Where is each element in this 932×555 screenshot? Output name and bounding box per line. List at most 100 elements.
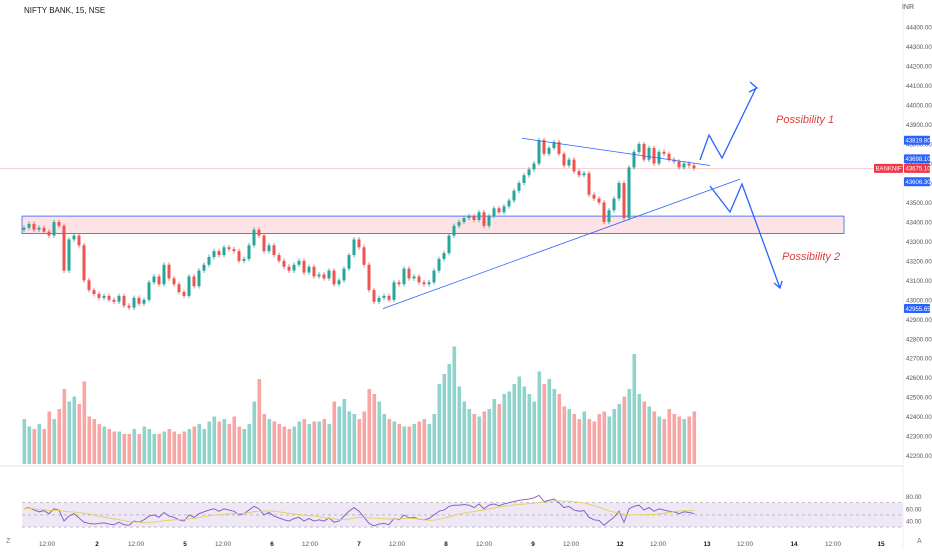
candle: [377, 297, 381, 302]
symbol-tag: BANKNIFTY: [876, 167, 910, 173]
volume-bar: [232, 416, 237, 464]
volume-bar: [117, 431, 122, 464]
volume-bar: [622, 396, 627, 464]
volume-bar: [212, 416, 217, 464]
price-tick-label: 42900.00: [906, 317, 932, 324]
ascending-trendline: [382, 178, 741, 309]
candle: [217, 251, 221, 256]
candle: [32, 223, 36, 230]
volume-bar: [297, 421, 302, 464]
volume-bar: [452, 346, 457, 464]
possibility-2-path: [709, 182, 781, 289]
volume-bar: [542, 384, 547, 464]
price-tick-label: 43900.00: [906, 122, 932, 129]
candle: [162, 264, 166, 285]
volume-bar: [57, 409, 62, 464]
volume-bar: [642, 401, 647, 464]
auto-scale-button[interactable]: A: [917, 538, 922, 545]
candle: [462, 218, 466, 222]
volume-bar: [467, 409, 472, 464]
candle: [37, 227, 41, 230]
candle: [52, 221, 56, 236]
volume-bar: [567, 409, 572, 464]
candle: [227, 247, 231, 250]
candle: [357, 239, 361, 248]
candle: [482, 212, 486, 226]
volume-bar: [367, 389, 372, 464]
volume-bar: [347, 411, 352, 464]
volume-bar: [412, 424, 417, 464]
price-tick-label: 43200.00: [906, 258, 932, 265]
price-tag-bg: [904, 163, 930, 173]
candle: [27, 223, 31, 228]
candle: [632, 151, 636, 168]
volume-bar: [462, 401, 467, 464]
timezone-marker[interactable]: Z: [6, 538, 11, 545]
volume-bar: [492, 399, 497, 464]
volume-bar: [587, 419, 592, 464]
volume-bar: [582, 411, 587, 464]
volume-bar: [262, 414, 267, 464]
candle: [342, 268, 346, 281]
volume-bar: [107, 429, 112, 464]
volume-bar: [422, 419, 427, 464]
candle: [567, 159, 571, 166]
candle: [277, 255, 281, 261]
volume-bar: [607, 416, 612, 464]
price-tick-label: 43500.00: [906, 200, 932, 207]
candle: [397, 282, 401, 285]
candle: [182, 292, 186, 296]
candle: [362, 247, 366, 265]
candle: [387, 295, 391, 300]
candle: [577, 171, 581, 176]
price-tag: 43819.80: [906, 139, 932, 145]
volume-bar: [187, 429, 192, 464]
time-tick-label: 12:00: [39, 541, 55, 548]
volume-bar: [247, 424, 252, 464]
time-tick-label: 12:00: [476, 541, 492, 548]
candle: [592, 194, 596, 199]
volume-bar: [27, 426, 32, 464]
volume-bar: [362, 411, 367, 464]
candle: [437, 258, 441, 271]
candle: [127, 305, 131, 308]
time-tick-label: 12: [616, 541, 624, 548]
candle: [117, 295, 121, 302]
volume-bar: [267, 419, 272, 464]
candle: [187, 276, 191, 296]
volume-bar: [472, 414, 477, 464]
volume-bar: [317, 421, 322, 464]
candle: [427, 282, 431, 285]
candle: [157, 276, 161, 285]
candle: [537, 140, 541, 164]
volume-bar: [47, 411, 52, 464]
volume-bar: [637, 394, 642, 464]
candle: [477, 212, 481, 220]
volume-bar: [132, 429, 137, 464]
candle: [257, 229, 261, 236]
volume-bar: [617, 404, 622, 464]
time-tick-label: 12:00: [650, 541, 666, 548]
candle: [102, 295, 106, 298]
candle: [612, 198, 616, 211]
volume-bar: [402, 426, 407, 464]
candle: [367, 264, 371, 291]
candle: [177, 284, 181, 293]
candle: [452, 225, 456, 236]
candle: [562, 153, 566, 166]
price-tag: 43606.30: [906, 180, 932, 186]
volume-bar: [32, 429, 37, 464]
volume-bar: [517, 376, 522, 464]
candle: [472, 216, 476, 220]
time-tick-label: 13: [703, 541, 711, 548]
candle: [547, 147, 551, 154]
volume-bar: [222, 419, 227, 464]
time-tick-label: 12:00: [563, 541, 579, 548]
volume-bar: [272, 421, 277, 464]
volume-bar: [692, 411, 697, 464]
price-tag-bg: [904, 303, 930, 313]
time-tick-label: 7: [357, 541, 361, 548]
possibility-1-arrowhead: [748, 81, 759, 93]
